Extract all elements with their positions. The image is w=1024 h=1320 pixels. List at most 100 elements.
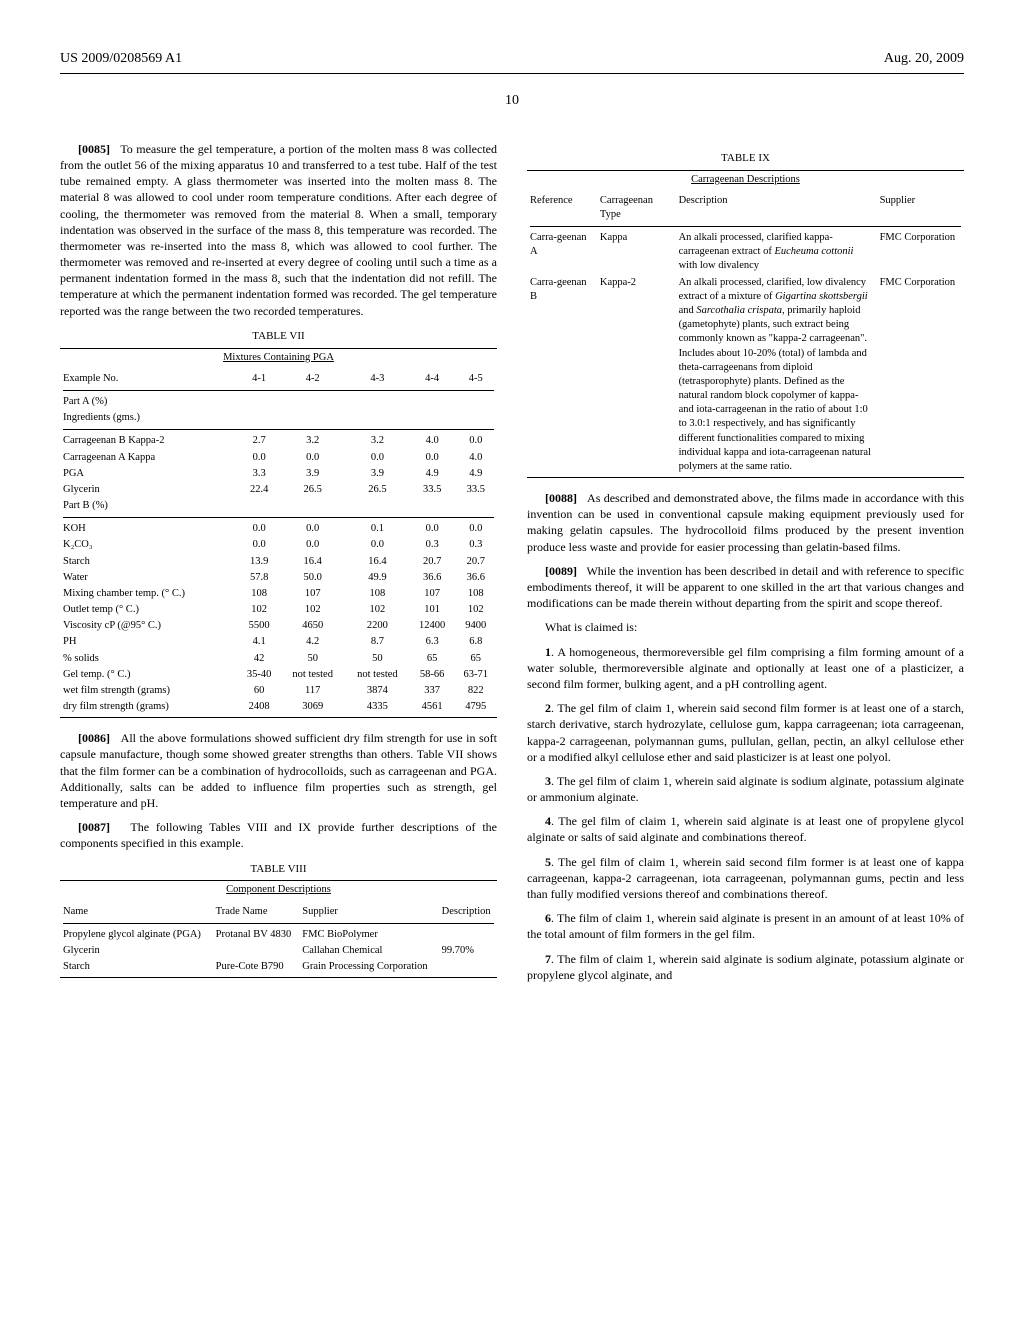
table-row: Carrageenan B Kappa-22.73.23.24.00.0 [60,433,497,449]
t8-h1: Name [60,904,213,920]
cell: 117 [280,683,345,699]
cell: Protanal BV 4830 [213,927,300,943]
row-label: Carrageenan A Kappa [60,450,238,466]
claims-block: 1. A homogeneous, thermoreversible gel f… [527,644,964,983]
cell: 63-71 [455,667,497,683]
content-columns: [0085] To measure the gel temperature, a… [60,141,964,991]
cell: 50 [345,651,410,667]
t7-partA-sub: Ingredients (gms.) [60,410,238,426]
cell: 0.0 [280,537,345,553]
cell: 35-40 [238,667,280,683]
claims-intro: What is claimed is: [527,619,964,635]
cell: 0.0 [345,537,410,553]
table-row: Gel temp. (° C.)35-40not testednot teste… [60,667,497,683]
cell [439,927,497,943]
t9-b-type: Kappa-2 [597,275,676,475]
cell: 65 [455,651,497,667]
t7-partB: Part B (%) [60,498,238,514]
cell: 12400 [410,618,455,634]
table-row: Carrageenan A Kappa0.00.00.00.04.0 [60,450,497,466]
cell: 3.3 [238,466,280,482]
cell: 0.0 [280,450,345,466]
table-9: Reference Carrageenan Type Description S… [527,193,964,475]
cell: 26.5 [280,482,345,498]
table-8: Name Trade Name Supplier Description Pro… [60,904,497,976]
cell: 3.2 [345,433,410,449]
row-label: Gel temp. (° C.) [60,667,238,683]
header-rule [60,73,964,74]
para-text: To measure the gel temperature, a portio… [60,142,497,318]
t8-h4: Description [439,904,497,920]
cell: 0.3 [410,537,455,553]
row-label: dry film strength (grams) [60,699,238,715]
right-column: TABLE IX Carrageenan Descriptions Refere… [527,141,964,991]
cell: 0.0 [345,450,410,466]
para-0085: [0085] To measure the gel temperature, a… [60,141,497,319]
claim-text: . The film of claim 1, wherein said algi… [527,952,964,982]
row-label: PH [60,634,238,650]
cell: 0.0 [410,521,455,537]
cell: 50.0 [280,570,345,586]
claim: 3. The gel film of claim 1, wherein said… [527,773,964,805]
cell: 36.6 [455,570,497,586]
cell: 49.9 [345,570,410,586]
para-text: As described and demonstrated above, the… [527,491,964,554]
claim-text: . The gel film of claim 1, wherein said … [527,774,964,804]
table-row: GlycerinCallahan Chemical99.70% [60,943,497,959]
cell: 16.4 [345,554,410,570]
t7-c2: 4-2 [280,371,345,387]
pub-date: Aug. 20, 2009 [884,50,964,69]
cell: 4.2 [280,634,345,650]
t7-col-hdr: Example No. [60,371,238,387]
table-row: Viscosity cP (@95° C.)550046502200124009… [60,618,497,634]
cell: 13.9 [238,554,280,570]
t9-b-ref: Carra-geenan B [527,275,597,475]
claim-text: . The gel film of claim 1, wherein said … [527,701,964,764]
para-text: The following Tables VIII and IX provide… [60,820,497,850]
t9-row-a: Carra-geenan A Kappa An alkali processed… [527,230,964,275]
claim: 5. The gel film of claim 1, wherein said… [527,854,964,903]
t9-h1: Reference [527,193,597,223]
cell: Propylene glycol alginate (PGA) [60,927,213,943]
cell: 20.7 [455,554,497,570]
cell: Pure-Cote B790 [213,959,300,975]
cell: 2200 [345,618,410,634]
row-label: Mixing chamber temp. (° C.) [60,586,238,602]
table-7: Example No. 4-1 4-2 4-3 4-4 4-5 Part A (… [60,371,497,715]
cell: 3.2 [280,433,345,449]
para-num: [0085] [78,142,110,156]
page-header: US 2009/0208569 A1 Aug. 20, 2009 [60,50,964,69]
cell: 0.0 [455,521,497,537]
left-column: [0085] To measure the gel temperature, a… [60,141,497,991]
para-0088: [0088] As described and demonstrated abo… [527,490,964,555]
cell: 6.8 [455,634,497,650]
cell: Starch [60,959,213,975]
t9-a-ref: Carra-geenan A [527,230,597,275]
claim: 1. A homogeneous, thermoreversible gel f… [527,644,964,693]
t7-c3: 4-3 [345,371,410,387]
table7-caption: Mixtures Containing PGA [60,351,497,365]
pub-number: US 2009/0208569 A1 [60,50,182,69]
table9-caption: Carrageenan Descriptions [527,173,964,187]
table8-caption: Component Descriptions [60,883,497,897]
row-label: wet film strength (grams) [60,683,238,699]
t8-h2: Trade Name [213,904,300,920]
cell: 0.0 [238,521,280,537]
para-num: [0087] [78,820,110,834]
claim-text: . The film of claim 1, wherein said algi… [527,911,964,941]
row-label: PGA [60,466,238,482]
para-text: While the invention has been described i… [527,564,964,610]
cell: FMC BioPolymer [299,927,438,943]
cell: 3.9 [280,466,345,482]
table-row: Glycerin22.426.526.533.533.5 [60,482,497,498]
t9-row-b: Carra-geenan B Kappa-2 An alkali process… [527,275,964,475]
cell: 0.0 [238,537,280,553]
para-0089: [0089] While the invention has been desc… [527,563,964,612]
t7-c5: 4-5 [455,371,497,387]
cell [439,959,497,975]
table-row: Outlet temp (° C.)102102102101102 [60,602,497,618]
cell: 20.7 [410,554,455,570]
row-label: Carrageenan B Kappa-2 [60,433,238,449]
cell: 102 [238,602,280,618]
cell: 4650 [280,618,345,634]
